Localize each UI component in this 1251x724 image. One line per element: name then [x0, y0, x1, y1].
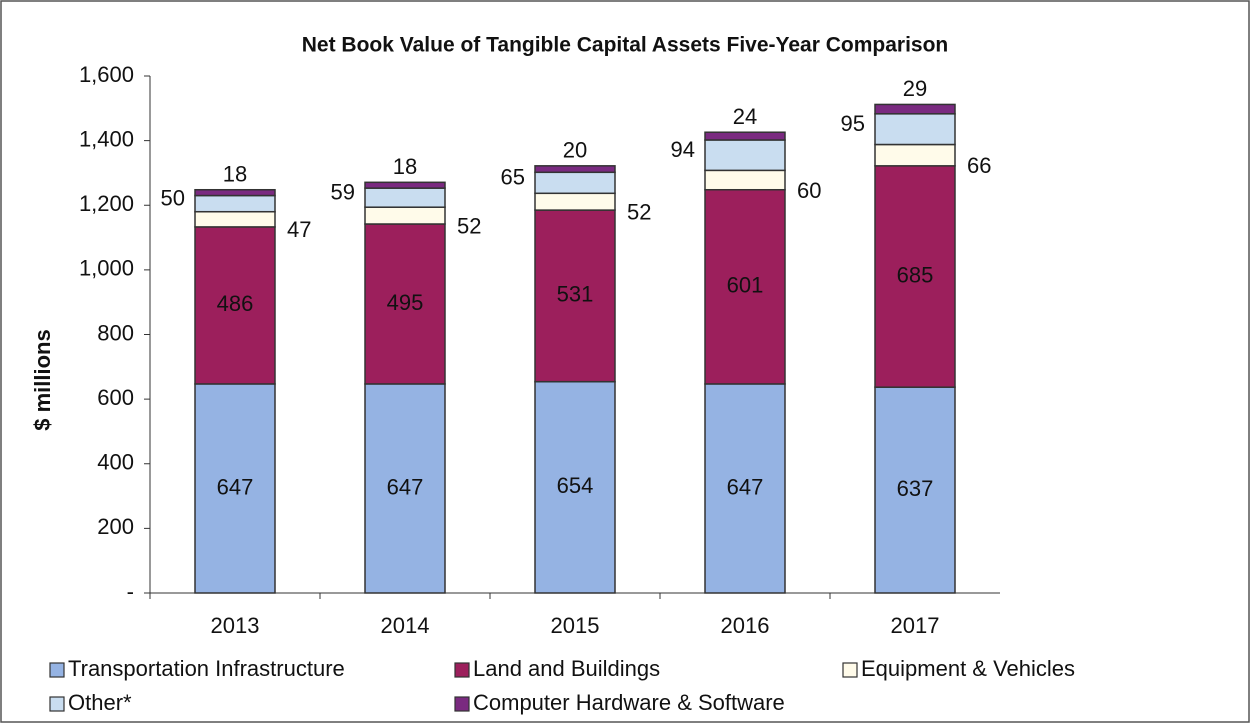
data-label: 647 [727, 474, 764, 499]
legend-swatch [454, 662, 470, 678]
data-label: 94 [671, 137, 695, 162]
data-label: 29 [903, 76, 927, 101]
bar-segment [534, 192, 616, 211]
x-tick-label: 2013 [211, 613, 260, 638]
bar-segment [194, 194, 276, 213]
legend-swatch [842, 662, 858, 678]
data-label: 24 [733, 104, 757, 129]
y-tick-label: - [127, 579, 134, 604]
data-label: 60 [797, 178, 821, 203]
bar-segment [364, 383, 446, 594]
bar-segment [874, 386, 956, 594]
y-axis-title: $ millions [30, 329, 55, 430]
data-label: 685 [897, 262, 934, 287]
bar-segment [874, 165, 956, 388]
bar-segment [194, 210, 276, 228]
x-tick-label: 2017 [891, 613, 940, 638]
data-label: 18 [223, 162, 247, 187]
data-label: 59 [331, 179, 355, 204]
y-tick-label: 800 [97, 320, 134, 345]
bar-segment [534, 380, 616, 594]
bar-segment [874, 143, 956, 167]
bar-segment [874, 103, 956, 115]
y-tick-label: 1,000 [79, 256, 134, 281]
data-label: 66 [967, 153, 991, 178]
bar-segment [364, 181, 446, 189]
bar-segment [704, 139, 786, 172]
y-tick-label: 600 [97, 385, 134, 410]
legend-label: Equipment & Vehicles [861, 656, 1075, 681]
data-label: 601 [727, 273, 764, 298]
data-label: 495 [387, 290, 424, 315]
bar-segment [534, 171, 616, 195]
data-label: 531 [557, 282, 594, 307]
legend-swatch [49, 696, 65, 712]
data-label: 647 [387, 474, 424, 499]
bar-segment [534, 209, 616, 383]
y-tick-label: 200 [97, 514, 134, 539]
y-tick-label: 400 [97, 450, 134, 475]
data-label: 637 [897, 476, 934, 501]
bar-segment [874, 113, 956, 146]
bar-segment [364, 223, 446, 385]
data-label: 52 [457, 213, 481, 238]
legend-swatch [454, 696, 470, 712]
data-label: 52 [627, 200, 651, 225]
data-label: 654 [557, 473, 594, 498]
legend-swatch [49, 662, 65, 678]
data-label: 20 [563, 138, 587, 163]
legend-label: Land and Buildings [473, 656, 660, 681]
y-tick-label: 1,200 [79, 191, 134, 216]
data-label: 50 [161, 185, 185, 210]
legend-label: Computer Hardware & Software [473, 690, 785, 715]
x-tick-label: 2016 [721, 613, 770, 638]
bar-segment [364, 187, 446, 208]
bar-segment [704, 188, 786, 385]
bar-segment [704, 131, 786, 141]
data-label: 47 [287, 217, 311, 242]
chart-title: Net Book Value of Tangible Capital Asset… [302, 34, 949, 57]
data-label: 18 [393, 154, 417, 179]
x-tick-label: 2014 [381, 613, 430, 638]
data-label: 486 [217, 291, 254, 316]
x-tick-label: 2015 [551, 613, 600, 638]
data-label: 647 [217, 474, 254, 499]
bar-segment [534, 165, 616, 174]
data-label: 65 [501, 165, 525, 190]
y-tick-label: 1,600 [79, 62, 134, 87]
bar-segment [194, 188, 276, 197]
legend-label: Transportation Infrastructure [68, 656, 345, 681]
y-tick-label: 1,400 [79, 126, 134, 151]
bar-segment [194, 383, 276, 594]
data-label: 95 [841, 111, 865, 136]
legend-label: Other* [68, 690, 132, 715]
bar-segment [364, 206, 446, 225]
bar-segment [704, 169, 786, 191]
